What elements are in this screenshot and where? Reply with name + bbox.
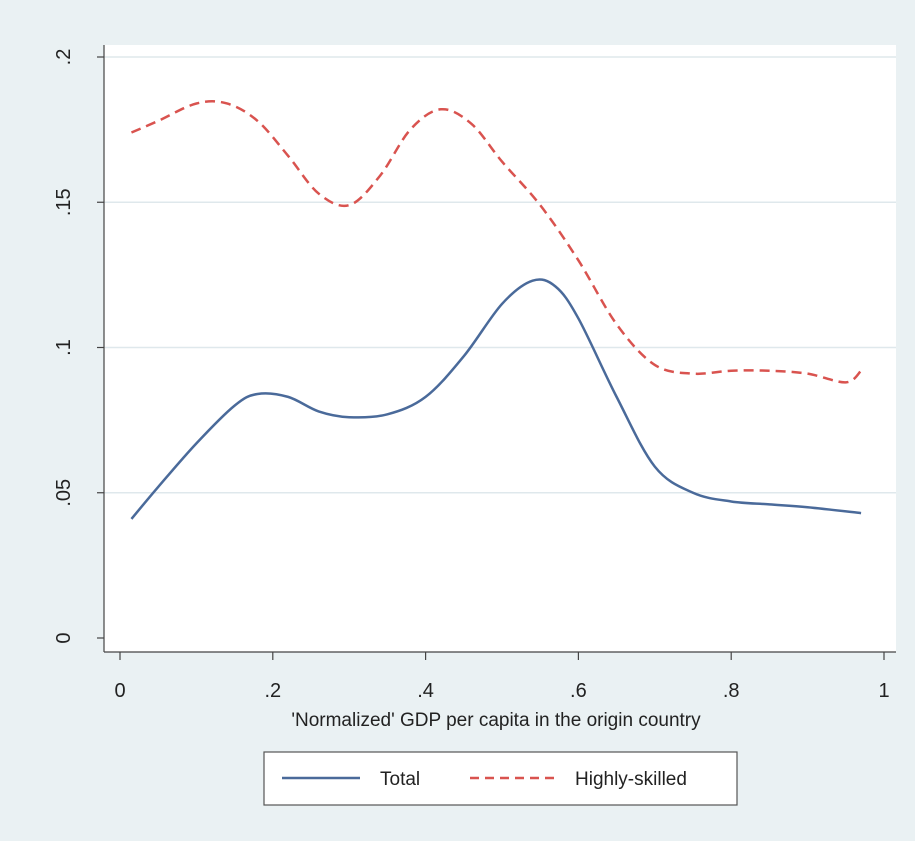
x-axis-title: 'Normalized' GDP per capita in the origi…: [291, 710, 701, 731]
grid-lines: [104, 56, 896, 494]
x-tick-label-2: .4: [417, 680, 434, 702]
x-tick-label-1: .2: [264, 680, 281, 702]
legend-label-highly-skilled: Highly-skilled: [575, 769, 687, 790]
y-tick-label-1: .05: [53, 479, 75, 507]
series-lines: [130, 100, 862, 520]
y-tick-label-0: 0: [53, 632, 75, 643]
axes: 0 .05 .1 .15 .2 0 .2 .4 .6 .8 1: [53, 45, 896, 702]
x-tick-label-3: .6: [570, 680, 587, 702]
series-line-total: [130, 278, 862, 520]
y-tick-label-2: .1: [53, 339, 75, 356]
legend-label-total: Total: [380, 769, 420, 790]
plot-area: [104, 45, 896, 652]
y-tick-label-3: .15: [53, 188, 75, 216]
y-tick-label-4: .2: [53, 49, 75, 66]
x-tick-label-0: 0: [114, 680, 125, 702]
series-line-highly-skilled: [130, 100, 862, 384]
x-tick-label-5: 1: [878, 680, 889, 702]
legend: Total Highly-skilled: [263, 751, 738, 806]
x-tick-label-4: .8: [723, 680, 740, 702]
